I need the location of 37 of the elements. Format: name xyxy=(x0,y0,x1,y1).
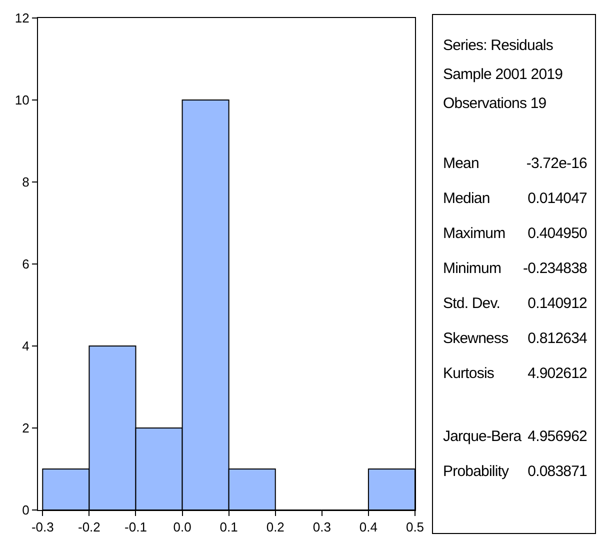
text: 0.812634 xyxy=(528,330,587,347)
y-tick-label: 6 xyxy=(22,256,30,272)
category-label: Maximum xyxy=(443,224,506,244)
y-tick-label: 12 xyxy=(14,10,30,26)
y-tick-label: 4 xyxy=(22,338,30,354)
y-tick-label: 8 xyxy=(22,174,30,190)
text: 0.140912 xyxy=(528,295,587,312)
y-tick-label: 2 xyxy=(22,420,30,436)
x-tick-label: -0.2 xyxy=(78,520,100,535)
y-tick-label: 0 xyxy=(22,502,30,518)
text: 0.404950 xyxy=(528,225,587,242)
x-tick-label: 0.1 xyxy=(220,520,238,535)
text: 0.014047 xyxy=(528,190,587,207)
text: Series: Residuals xyxy=(443,36,554,56)
x-tick-label: 0.0 xyxy=(173,520,192,535)
x-tick-label: -0.3 xyxy=(31,520,54,535)
text: -3.72e-16 xyxy=(526,155,587,172)
x-tick-label: 0.3 xyxy=(312,520,331,535)
text: Observations 19 xyxy=(443,94,548,114)
text: Sample 2001 2019 xyxy=(443,65,564,85)
y-tick-label: 10 xyxy=(14,92,30,108)
x-tick-label: 0.5 xyxy=(406,520,424,535)
category-label: Mean xyxy=(443,154,479,174)
category-label: Probability xyxy=(443,462,509,482)
x-tick-label: 0.4 xyxy=(359,520,378,535)
text: 0.083871 xyxy=(528,463,587,480)
x-tick-label: -0.1 xyxy=(124,520,147,535)
category-label: Minimum xyxy=(443,259,502,279)
category-label: Skewness xyxy=(443,329,508,349)
category-label: Kurtosis xyxy=(443,364,494,384)
x-tick-label: 0.2 xyxy=(266,520,284,535)
text: 4.902612 xyxy=(528,365,587,382)
category-label: Std. Dev. xyxy=(443,294,500,314)
text: -0.234838 xyxy=(523,260,587,277)
category-label: Median xyxy=(443,189,490,209)
text: 4.956962 xyxy=(528,428,587,445)
category-label: Jarque-Bera xyxy=(443,427,522,447)
